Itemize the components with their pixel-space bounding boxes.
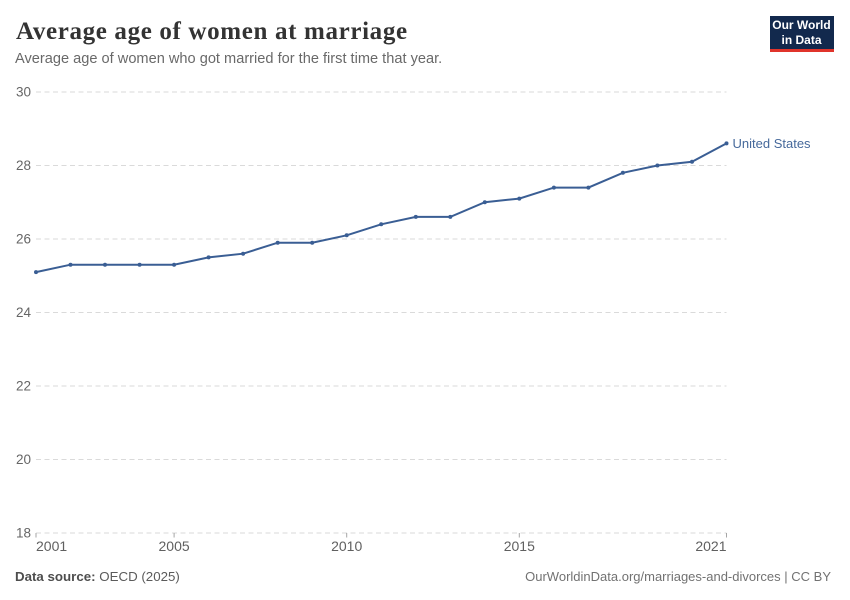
svg-text:26: 26 (16, 232, 31, 247)
svg-text:24: 24 (16, 305, 32, 320)
svg-text:20: 20 (16, 452, 31, 467)
svg-text:28: 28 (16, 158, 31, 173)
svg-text:2010: 2010 (331, 538, 362, 554)
svg-text:2005: 2005 (159, 538, 190, 554)
svg-text:30: 30 (16, 85, 31, 100)
svg-text:22: 22 (16, 379, 31, 394)
svg-text:2015: 2015 (504, 538, 535, 554)
svg-text:2021: 2021 (695, 538, 726, 554)
svg-text:18: 18 (16, 526, 31, 541)
svg-text:United States: United States (733, 136, 812, 151)
svg-text:2001: 2001 (36, 538, 67, 554)
